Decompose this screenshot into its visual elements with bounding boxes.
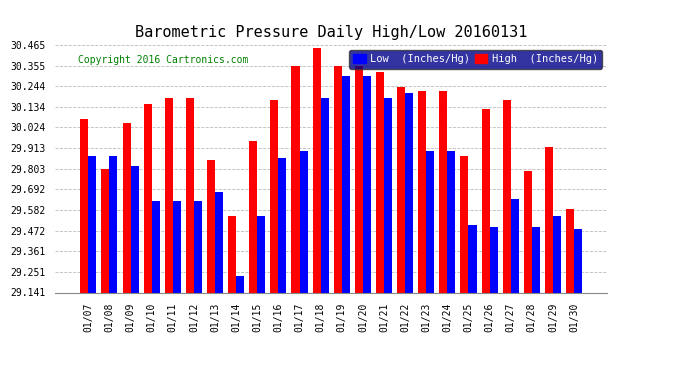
Bar bbox=[511, 199, 519, 292]
Bar bbox=[553, 216, 561, 292]
Bar bbox=[130, 166, 139, 292]
Bar bbox=[172, 201, 181, 292]
Bar bbox=[532, 227, 540, 292]
Text: Copyright 2016 Cartronics.com: Copyright 2016 Cartronics.com bbox=[78, 55, 248, 65]
Bar bbox=[418, 91, 426, 292]
Bar bbox=[482, 110, 490, 292]
Bar bbox=[503, 100, 511, 292]
Bar bbox=[355, 66, 363, 292]
Bar bbox=[490, 227, 497, 292]
Bar bbox=[101, 169, 110, 292]
Bar bbox=[270, 100, 278, 292]
Bar bbox=[257, 216, 265, 292]
Bar bbox=[426, 151, 434, 292]
Bar bbox=[278, 158, 286, 292]
Bar bbox=[574, 229, 582, 292]
Bar bbox=[363, 76, 371, 292]
Bar bbox=[88, 156, 97, 292]
Bar bbox=[405, 93, 413, 292]
Bar bbox=[566, 209, 574, 292]
Bar bbox=[123, 123, 130, 292]
Bar bbox=[236, 276, 244, 292]
Bar bbox=[524, 171, 532, 292]
Bar bbox=[80, 119, 88, 292]
Bar bbox=[291, 66, 299, 292]
Bar bbox=[321, 98, 328, 292]
Bar bbox=[110, 156, 117, 292]
Bar bbox=[299, 151, 308, 292]
Bar bbox=[152, 201, 159, 292]
Bar bbox=[545, 147, 553, 292]
Bar bbox=[384, 98, 392, 292]
Bar bbox=[228, 216, 236, 292]
Bar bbox=[342, 76, 350, 292]
Bar bbox=[447, 151, 455, 292]
Bar bbox=[186, 98, 194, 292]
Bar bbox=[249, 141, 257, 292]
Bar bbox=[460, 156, 469, 292]
Bar bbox=[376, 72, 384, 292]
Bar bbox=[440, 91, 447, 292]
Bar bbox=[313, 48, 321, 292]
Title: Barometric Pressure Daily High/Low 20160131: Barometric Pressure Daily High/Low 20160… bbox=[135, 25, 527, 40]
Bar bbox=[144, 104, 152, 292]
Bar bbox=[397, 87, 405, 292]
Bar bbox=[165, 98, 172, 292]
Bar bbox=[194, 201, 202, 292]
Legend: Low  (Inches/Hg), High  (Inches/Hg): Low (Inches/Hg), High (Inches/Hg) bbox=[349, 50, 602, 69]
Bar bbox=[334, 66, 342, 292]
Bar bbox=[469, 225, 477, 292]
Bar bbox=[207, 160, 215, 292]
Bar bbox=[215, 192, 223, 292]
